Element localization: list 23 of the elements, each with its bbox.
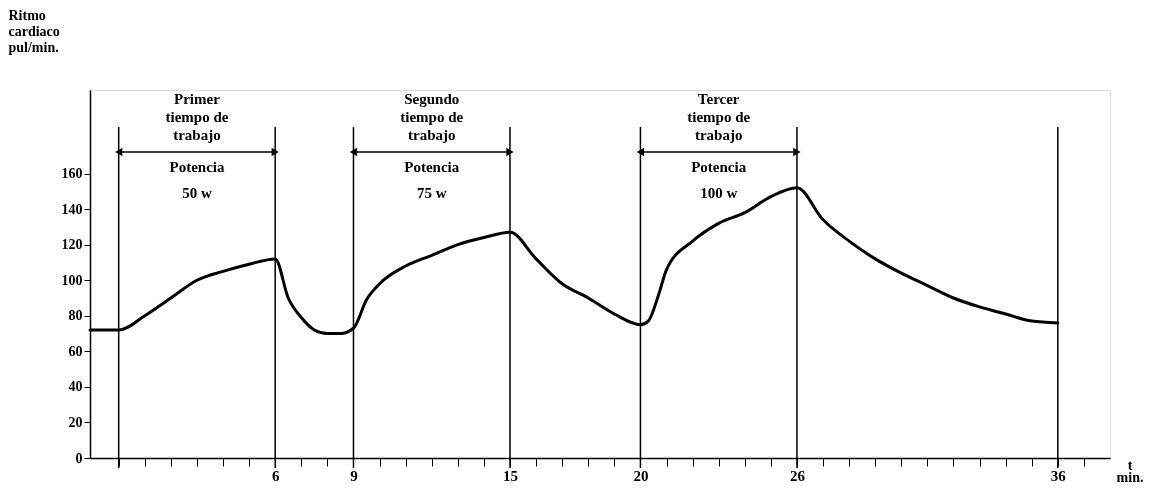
y-tick-label: 140 xyxy=(61,201,83,217)
y-tick-label: 80 xyxy=(68,308,83,324)
x-tick-label: 26 xyxy=(789,467,806,484)
annotation: Tercer tiempo de trabajo xyxy=(687,91,751,143)
annotation: Segundo tiempo de trabajo xyxy=(400,91,464,143)
y-tick-label: 120 xyxy=(61,237,83,253)
y-tick-label: 20 xyxy=(68,414,83,430)
y-tick-label: 60 xyxy=(68,343,83,359)
annotation: Potencia 75 w xyxy=(404,159,460,201)
y-axis-title: Ritmo cardiaco pul/min. xyxy=(8,7,60,55)
y-tick-label: 100 xyxy=(61,272,83,288)
x-tick-label: 15 xyxy=(503,467,518,484)
x-tick-label: 20 xyxy=(633,467,649,484)
x-axis-title: t min. xyxy=(1116,458,1144,485)
x-tick-label: 36 xyxy=(1050,467,1067,484)
annotation: Potencia 50 w xyxy=(169,159,225,201)
y-tick-label: 0 xyxy=(75,450,83,466)
y-tick-label: 160 xyxy=(61,166,83,182)
annotation: Primer tiempo de trabajo xyxy=(165,91,229,143)
x-tick-label: 9 xyxy=(350,467,358,484)
annotation: Potencia 100 w xyxy=(691,159,747,201)
x-tick-label: 6 xyxy=(271,467,280,484)
y-tick-label: 40 xyxy=(68,379,83,395)
